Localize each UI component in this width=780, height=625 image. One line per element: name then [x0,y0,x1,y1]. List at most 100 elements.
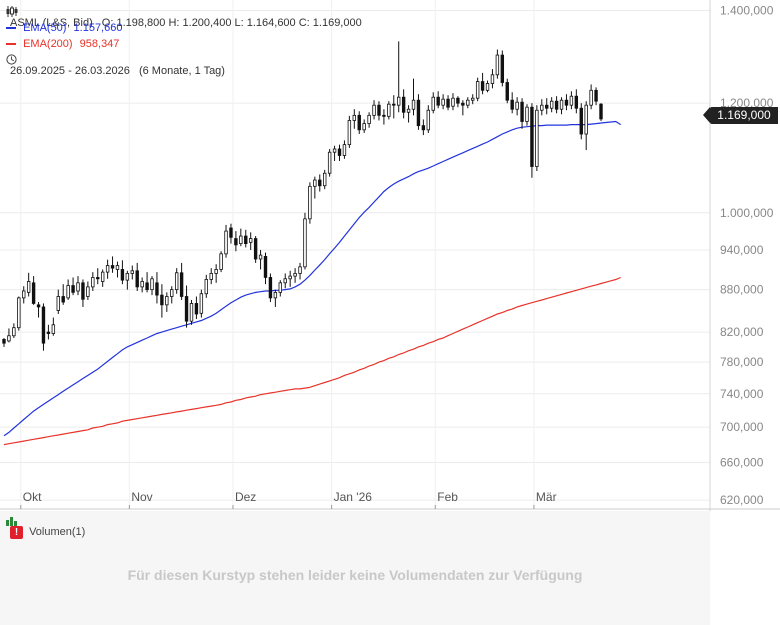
candle[interactable] [244,229,248,248]
candle[interactable] [298,262,302,280]
candle[interactable] [253,236,258,263]
candle[interactable] [441,94,445,110]
candle[interactable] [530,103,534,178]
candle[interactable] [189,299,194,325]
candle[interactable] [347,115,352,148]
candle[interactable] [155,272,159,304]
candle[interactable] [278,280,282,297]
candle[interactable] [110,256,115,273]
candle[interactable] [545,98,549,115]
candle[interactable] [397,41,401,113]
candle[interactable] [323,169,327,190]
candle[interactable] [125,270,130,290]
legend-ema50-row[interactable]: EMA(50) 1.157,660 [6,22,122,34]
candle[interactable] [308,182,312,224]
candle[interactable] [431,92,435,114]
candle[interactable] [22,286,26,304]
candle[interactable] [86,281,90,300]
candle[interactable] [520,98,524,129]
candle[interactable] [46,324,51,340]
candle[interactable] [579,103,583,140]
candle[interactable] [56,289,60,315]
candle[interactable] [549,97,554,113]
candle[interactable] [416,94,421,130]
candle[interactable] [293,268,297,283]
candle[interactable] [199,289,204,318]
candle[interactable] [554,96,559,114]
candle[interactable] [150,276,154,296]
candle[interactable] [451,93,455,111]
candle[interactable] [446,95,450,111]
candle[interactable] [505,78,509,104]
legend-ema200-row[interactable]: EMA(200) 958,347 [6,38,119,50]
candle[interactable] [318,174,322,192]
candle[interactable] [490,69,495,89]
candle[interactable] [367,112,371,128]
candle[interactable] [248,232,253,250]
candle[interactable] [145,272,149,293]
candle[interactable] [41,303,46,351]
candle[interactable] [510,92,514,114]
candle[interactable] [332,145,337,161]
candle[interactable] [461,100,465,116]
candle[interactable] [594,87,598,106]
candle[interactable] [466,97,470,109]
volume-panel-header[interactable]: ! Volumen(1) [6,516,85,539]
candle[interactable] [31,276,36,305]
candle[interactable] [194,296,199,320]
candle[interactable] [229,223,233,244]
candle[interactable] [258,249,263,270]
candle[interactable] [66,279,70,300]
candle[interactable] [263,252,268,285]
candle[interactable] [105,259,110,279]
candle[interactable] [7,328,11,343]
candle[interactable] [96,268,100,285]
candle[interactable] [130,265,134,280]
candle[interactable] [120,260,125,285]
candle[interactable] [401,89,406,119]
candle[interactable] [599,103,603,121]
candle[interactable] [584,101,588,151]
candle[interactable] [273,289,278,307]
candle[interactable] [500,50,505,87]
candle[interactable] [485,80,490,93]
candle[interactable] [303,212,307,270]
candle[interactable] [421,119,426,136]
candle[interactable] [165,292,169,312]
candle[interactable] [140,277,144,293]
candle[interactable] [100,269,105,287]
candle[interactable] [288,270,292,287]
candle[interactable] [564,94,569,111]
candle[interactable] [480,72,485,95]
candle[interactable] [204,274,208,298]
candle[interactable] [214,264,218,283]
candle[interactable] [589,84,593,110]
candle[interactable] [313,176,317,199]
candle[interactable] [91,272,95,291]
candle[interactable] [411,78,416,116]
candle[interactable] [61,284,65,305]
candle[interactable] [392,95,396,119]
candle[interactable] [569,91,574,110]
candle[interactable] [357,111,361,135]
candle[interactable] [184,285,189,328]
candle[interactable] [559,97,564,115]
candle[interactable] [234,231,238,252]
candle[interactable] [426,105,431,133]
candle[interactable] [209,268,213,285]
candle[interactable] [535,105,539,171]
candle[interactable] [382,109,386,125]
candle[interactable] [76,276,80,296]
candle[interactable] [525,104,529,126]
candle[interactable] [224,224,228,258]
candle[interactable] [377,101,381,121]
candle[interactable] [372,100,376,120]
candle[interactable] [115,261,120,278]
candle[interactable] [219,251,223,273]
candle[interactable] [36,302,41,318]
candle[interactable] [135,262,139,291]
candle[interactable] [12,323,16,338]
candle[interactable] [268,273,273,303]
